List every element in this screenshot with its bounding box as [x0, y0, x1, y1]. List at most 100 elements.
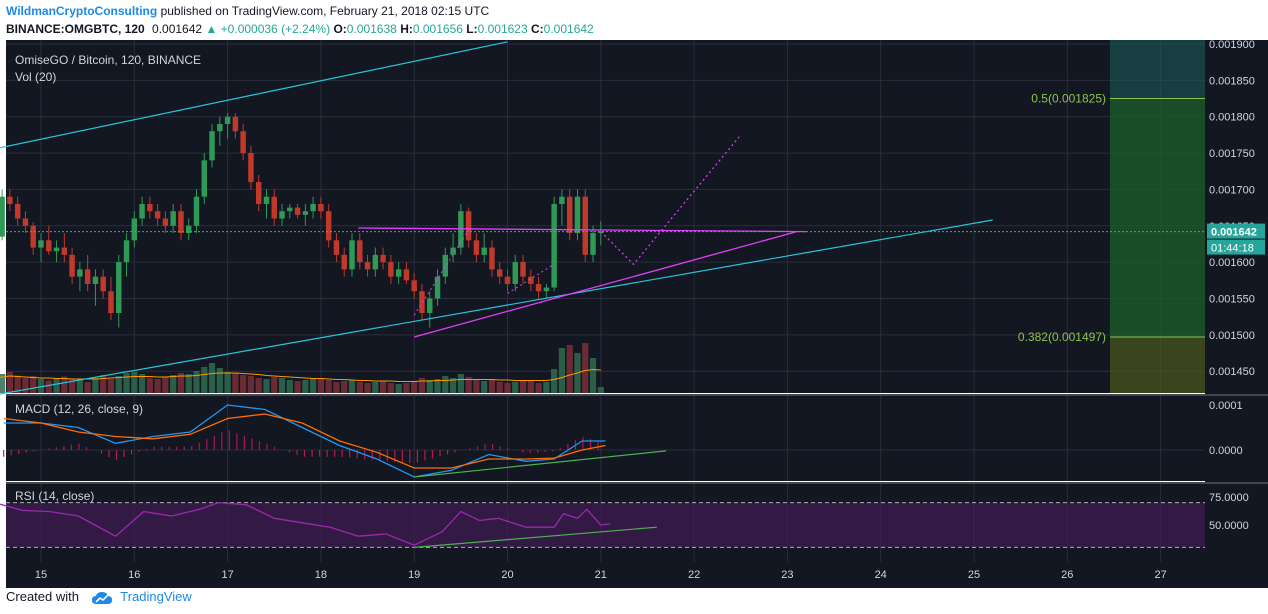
- volume-bar: [434, 379, 441, 393]
- time-tick-label: 24: [875, 569, 887, 581]
- volume-bar: [84, 382, 91, 393]
- candle-body: [209, 131, 215, 161]
- candle-body: [419, 291, 425, 314]
- volume-bar: [14, 375, 21, 393]
- candle-body: [566, 196, 573, 234]
- candle-body: [108, 291, 114, 314]
- candle-body: [465, 211, 472, 241]
- candle-body: [442, 254, 449, 277]
- volume-bar: [107, 379, 115, 393]
- close-label: C:: [531, 22, 544, 36]
- candle-body: [131, 218, 138, 241]
- volume-bar: [597, 387, 604, 393]
- volume-bar: [185, 374, 192, 393]
- candle-body: [364, 262, 371, 270]
- volume-bar: [263, 379, 270, 393]
- price-tick-label: 0.001900: [1209, 40, 1255, 51]
- fib-zone-upper: [1110, 40, 1205, 99]
- price-tick-label: 0.001500: [1209, 330, 1255, 342]
- chart-title: OmiseGO / Bitcoin, 120, BINANCE: [15, 53, 201, 67]
- volume-bar: [426, 380, 433, 393]
- volume-bar: [473, 379, 480, 393]
- publish-info: WildmanCryptoConsulting published on Tra…: [6, 4, 489, 18]
- volume-bar: [333, 382, 340, 393]
- volume-bar: [61, 376, 68, 393]
- candle-body: [30, 225, 36, 248]
- dotted-path-left: [413, 227, 471, 316]
- tradingview-cloud-icon: [91, 591, 112, 604]
- candle-body: [0, 196, 5, 237]
- candle-body: [92, 276, 99, 284]
- candle-body: [535, 283, 542, 292]
- volume-bar: [201, 367, 208, 393]
- candle-body: [201, 160, 207, 197]
- volume-bar: [504, 383, 511, 393]
- volume-bar: [30, 376, 37, 393]
- volume-bar: [0, 374, 6, 393]
- candle-body: [147, 203, 153, 212]
- tradingview-brand-link[interactable]: TradingView: [120, 589, 192, 604]
- volume-bar: [224, 372, 231, 393]
- volume-bar: [325, 380, 332, 393]
- volume-bar: [589, 358, 597, 393]
- time-tick-label: 26: [1061, 569, 1073, 581]
- volume-bar: [558, 348, 566, 393]
- time-tick-label: 16: [128, 569, 140, 581]
- candle-body: [450, 247, 456, 255]
- macd-tick-label: 0.0000: [1209, 445, 1243, 457]
- volume-bar: [131, 372, 138, 393]
- candle-body: [310, 203, 316, 212]
- volume-bar: [395, 384, 402, 393]
- candle-body: [162, 218, 169, 226]
- volume-bar: [364, 383, 371, 393]
- volume-bar: [271, 377, 278, 393]
- volume-bar: [76, 380, 83, 393]
- last-price: 0.001642: [152, 22, 203, 36]
- low-value: 0.001623: [477, 22, 528, 36]
- volume-bar: [496, 382, 503, 393]
- volume-bar: [519, 380, 527, 393]
- candle-body: [193, 196, 200, 226]
- close-value: 0.001642: [543, 22, 594, 36]
- candle-body: [240, 131, 246, 154]
- candle-body: [186, 225, 192, 234]
- volume-bar: [418, 378, 426, 393]
- price-tick-label: 0.001700: [1209, 184, 1255, 196]
- candle-body: [53, 247, 60, 252]
- volume-bar: [115, 376, 122, 393]
- volume-bar: [247, 376, 255, 393]
- rsi-label: RSI (14, close): [15, 489, 94, 503]
- volume-bar: [162, 377, 169, 393]
- volume-bar: [317, 378, 325, 393]
- resistance-line: [358, 227, 807, 233]
- volume-bar: [535, 383, 542, 393]
- candle-body: [46, 240, 52, 252]
- candle-body: [388, 262, 394, 277]
- volume-label: Vol (20): [15, 70, 56, 84]
- time-tick-label: 18: [315, 569, 327, 581]
- volume-bar: [240, 375, 247, 393]
- volume-bar: [278, 378, 286, 393]
- countdown-tag: [1207, 239, 1265, 255]
- candle-body: [302, 211, 309, 215]
- high-label: H:: [400, 22, 413, 36]
- volume-bar: [193, 371, 200, 393]
- candle-body: [372, 254, 379, 270]
- time-tick-label: 22: [688, 569, 700, 581]
- volume-bar: [348, 380, 356, 393]
- volume-bar: [68, 379, 76, 393]
- volume-bar: [154, 379, 161, 393]
- open-label: O:: [333, 22, 347, 36]
- published-text: published on TradingView.com, February 2…: [160, 4, 490, 18]
- candle-body: [139, 203, 145, 219]
- support-line: [414, 230, 797, 338]
- price-chart[interactable]: 0.001900 0.001850 0.001800 0.001750 0.001700…: [0, 40, 1268, 588]
- author-link[interactable]: WildmanCryptoConsulting: [6, 4, 158, 18]
- fib-level-label: 0.5(0.001825): [1031, 92, 1106, 106]
- volume-bar: [551, 369, 558, 393]
- candle-body: [7, 196, 13, 204]
- volume-bar: [53, 378, 60, 393]
- macd-pane: [6, 396, 1205, 481]
- volume-bar: [294, 381, 301, 393]
- macd-tick-label: 0.0001: [1209, 400, 1243, 412]
